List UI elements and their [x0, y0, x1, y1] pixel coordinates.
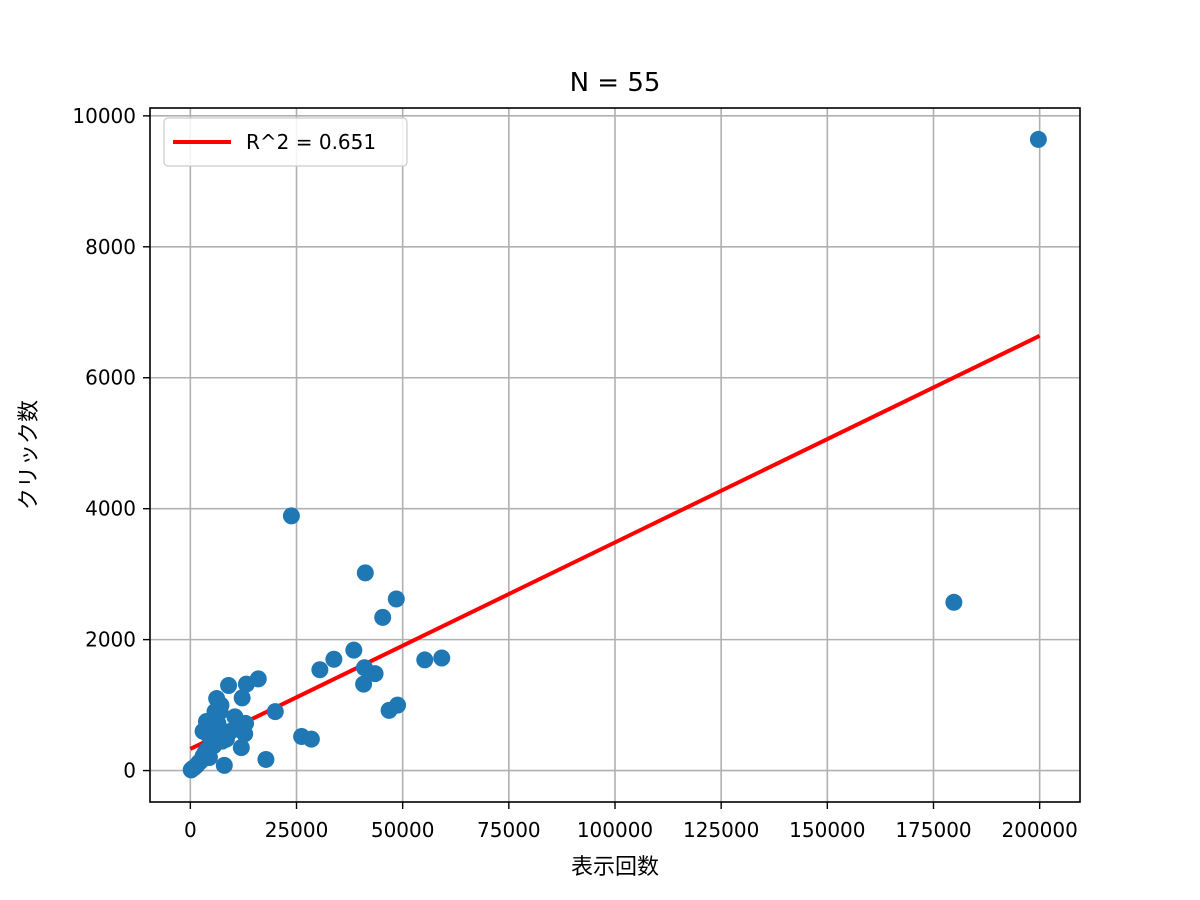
- x-axis-label: 表示回数: [571, 855, 659, 880]
- chart-title: N = 55: [570, 68, 661, 98]
- scatter-point: [220, 676, 238, 694]
- x-tick-label: 200000: [1001, 818, 1077, 842]
- trend-line: [189, 334, 1041, 751]
- scatter-point: [433, 649, 451, 667]
- x-tick-label: 50000: [371, 818, 435, 842]
- trend-line-layer: [189, 334, 1041, 751]
- legend-label: R^2 = 0.651: [246, 130, 376, 154]
- y-tick-label: 6000: [85, 366, 136, 390]
- scatter-point: [266, 703, 284, 721]
- scatter-point: [257, 750, 275, 768]
- scatter-point: [232, 739, 250, 757]
- scatter-point: [206, 703, 224, 721]
- scatter-points: [182, 130, 1047, 779]
- scatter-point: [282, 507, 300, 525]
- scatter-point: [302, 730, 320, 748]
- scatter-point: [222, 722, 240, 740]
- scatter-point: [355, 675, 373, 693]
- legend-box: [163, 117, 408, 167]
- grid: [150, 108, 1080, 802]
- scatter-point: [374, 608, 392, 626]
- scatter-point: [194, 722, 212, 740]
- x-tick-label: 175000: [895, 818, 971, 842]
- x-tick-label: 125000: [683, 818, 759, 842]
- y-tick-label: 10000: [72, 104, 136, 128]
- scatter-point: [249, 670, 267, 688]
- scatter-point: [416, 651, 434, 669]
- y-tick-label: 0: [123, 759, 136, 783]
- y-tick-label: 2000: [85, 628, 136, 652]
- x-tick-label: 75000: [477, 818, 541, 842]
- x-axis-ticks: 0 25000 50000 75000 100000 125000 150000 175000…: [184, 802, 1078, 842]
- scatter-point: [233, 689, 251, 707]
- x-tick-label: 100000: [577, 818, 653, 842]
- scatter-point: [356, 564, 374, 582]
- scatter-point: [215, 756, 233, 774]
- scatter-point: [226, 708, 244, 726]
- scatter-point: [345, 641, 363, 659]
- scatter-point: [325, 650, 343, 668]
- scatter-point: [945, 593, 963, 611]
- scatter-point: [389, 696, 407, 714]
- scatter-point: [366, 665, 384, 683]
- y-axis-label: クリック数: [17, 400, 42, 510]
- x-tick-label: 25000: [265, 818, 329, 842]
- scatter-point: [1029, 130, 1047, 148]
- legend: R^2 = 0.651: [163, 117, 408, 167]
- y-tick-label: 4000: [85, 497, 136, 521]
- x-tick-label: 150000: [789, 818, 865, 842]
- y-tick-label: 8000: [85, 235, 136, 259]
- scatter-point: [387, 590, 405, 608]
- y-axis-ticks: 0 2000 4000 6000 8000 10000: [72, 104, 150, 783]
- scatter-point: [311, 661, 329, 679]
- x-tick-label: 0: [184, 818, 197, 842]
